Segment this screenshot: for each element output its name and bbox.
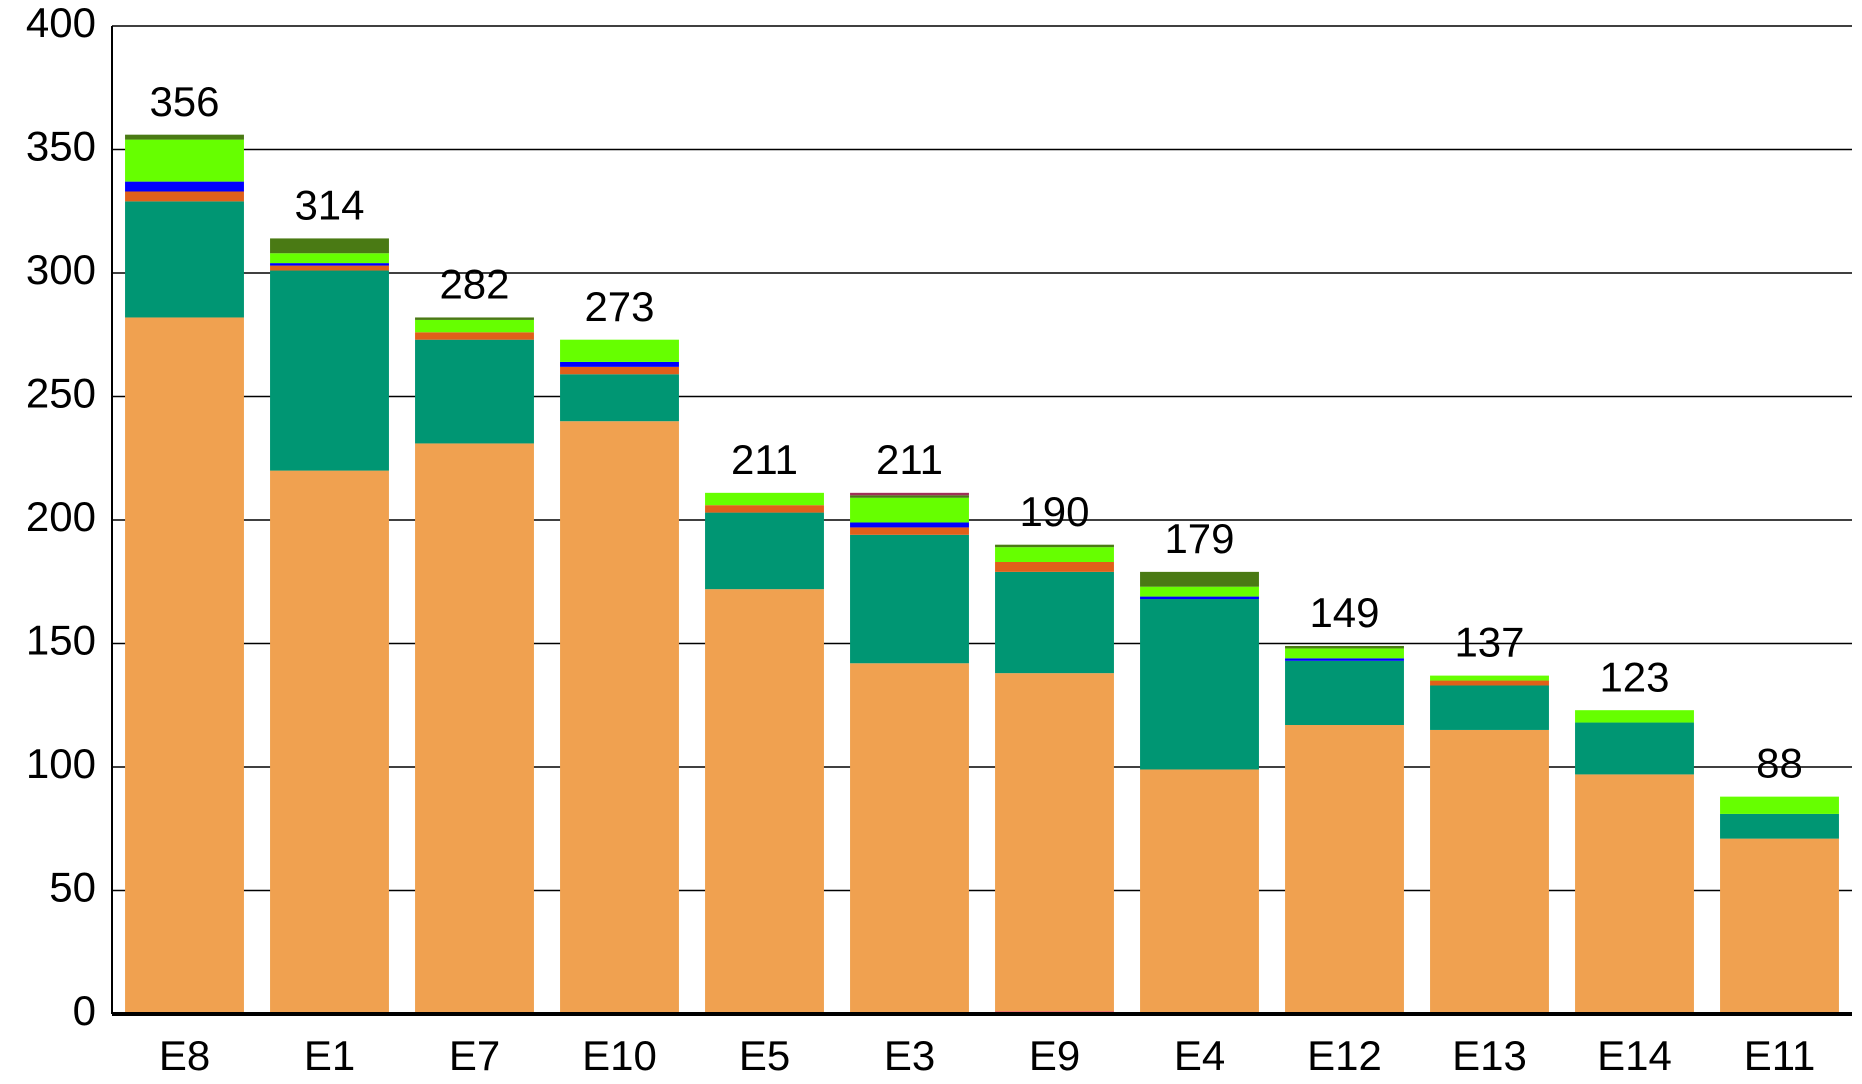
bar-segment xyxy=(415,332,534,340)
bar-segment xyxy=(125,134,244,140)
bar-segment xyxy=(270,265,389,271)
bar-segment xyxy=(1140,571,1259,587)
bar-segment xyxy=(995,561,1114,572)
total-label: 282 xyxy=(439,261,509,308)
total-label: 149 xyxy=(1309,589,1379,636)
total-label: 179 xyxy=(1164,515,1234,562)
total-label: 123 xyxy=(1599,653,1669,700)
bar-segment xyxy=(850,663,969,1014)
y-tick-label: 100 xyxy=(26,740,96,787)
x-tick-label: E13 xyxy=(1452,1032,1527,1079)
bar-segment xyxy=(1575,774,1694,1014)
bar-segment xyxy=(705,512,824,590)
x-tick-label: E8 xyxy=(159,1032,210,1079)
bar-segment xyxy=(1285,648,1404,659)
bar-segment xyxy=(850,495,969,498)
bar-segment xyxy=(125,181,244,192)
total-label: 211 xyxy=(731,436,798,483)
bar-segment xyxy=(270,253,389,264)
total-label: 273 xyxy=(584,283,654,330)
bar-segment xyxy=(1430,685,1549,730)
bar-segment xyxy=(1285,645,1404,649)
bar-segment xyxy=(995,544,1114,548)
y-tick-label: 250 xyxy=(26,370,96,417)
bar-segment xyxy=(850,497,969,523)
bar-segment xyxy=(850,492,969,496)
bar-segment xyxy=(560,421,679,1014)
bar-segment xyxy=(850,527,969,535)
bar-segment xyxy=(1140,596,1259,600)
x-tick-label: E4 xyxy=(1174,1032,1225,1079)
bar-segment xyxy=(705,492,824,506)
x-tick-label: E1 xyxy=(304,1032,355,1079)
x-tick-label: E3 xyxy=(884,1032,935,1079)
bar-segment xyxy=(1140,769,1259,1014)
bar-segment xyxy=(125,317,244,1015)
bar-segment xyxy=(1285,658,1404,661)
y-tick-label: 400 xyxy=(26,0,96,46)
bar-segment xyxy=(1140,586,1259,597)
bar-segment xyxy=(415,443,534,1014)
bar-segment xyxy=(850,534,969,664)
bar-segment xyxy=(270,263,389,266)
bar-segment xyxy=(125,139,244,182)
bar-segment xyxy=(270,238,389,254)
bar-segment xyxy=(705,589,824,1014)
bar-segment xyxy=(850,522,969,528)
total-label: 314 xyxy=(294,182,364,229)
y-tick-label: 50 xyxy=(49,864,96,911)
bar-segment xyxy=(1720,838,1839,1014)
bar-segment xyxy=(1140,599,1259,770)
bar-segment xyxy=(1575,722,1694,775)
bar-segment xyxy=(705,505,824,513)
bar-segment xyxy=(270,470,389,1015)
bar-segment xyxy=(1430,675,1549,681)
total-label: 88 xyxy=(1756,740,1803,787)
y-tick-label: 350 xyxy=(26,123,96,170)
bar-segment xyxy=(1430,729,1549,1014)
bar-segment xyxy=(1720,813,1839,839)
x-tick-label: E9 xyxy=(1029,1032,1080,1079)
bar-segment xyxy=(995,673,1114,1012)
bar-segment xyxy=(1575,710,1694,723)
bar-segment xyxy=(1285,660,1404,726)
y-tick-label: 200 xyxy=(26,493,96,540)
bar-segment xyxy=(415,317,534,320)
bar-segment xyxy=(995,571,1114,674)
y-tick-label: 0 xyxy=(73,987,96,1034)
total-label: 190 xyxy=(1019,488,1089,535)
bar-segment xyxy=(560,339,679,362)
bar-segment xyxy=(1430,680,1549,686)
total-label: 137 xyxy=(1454,619,1524,666)
x-tick-label: E14 xyxy=(1597,1032,1672,1079)
bar-segment xyxy=(125,191,244,202)
bar-segment xyxy=(995,547,1114,562)
bar-segment xyxy=(560,361,679,367)
bar-segment xyxy=(560,374,679,422)
bar-segment xyxy=(125,201,244,318)
y-tick-label: 150 xyxy=(26,617,96,664)
bar-segment xyxy=(415,319,534,333)
y-tick-label: 300 xyxy=(26,246,96,293)
x-tick-label: E10 xyxy=(582,1032,657,1079)
bar-segment xyxy=(270,270,389,471)
total-label: 356 xyxy=(149,78,219,125)
bar-segment xyxy=(1285,725,1404,1014)
total-label: 211 xyxy=(876,436,943,483)
bar-segment xyxy=(415,339,534,444)
x-tick-label: E12 xyxy=(1307,1032,1382,1079)
x-tick-label: E5 xyxy=(739,1032,790,1079)
bar-segment xyxy=(1720,796,1839,814)
x-tick-label: E11 xyxy=(1744,1032,1816,1079)
x-tick-label: E7 xyxy=(449,1032,500,1079)
bar-segment xyxy=(560,366,679,375)
